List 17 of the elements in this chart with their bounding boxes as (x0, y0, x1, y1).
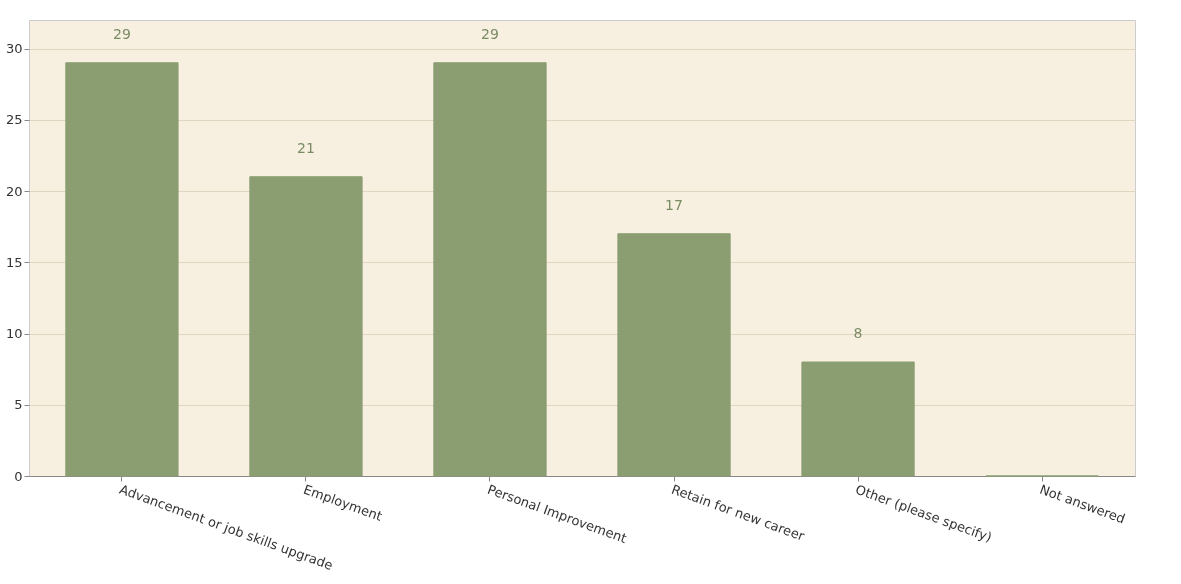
bar (801, 361, 915, 477)
y-tick-label: 10 (5, 326, 23, 341)
y-tick-label: 15 (5, 254, 23, 270)
y-tick-label: 25 (5, 112, 23, 128)
data-label: 8 (853, 325, 863, 341)
y-tick-label: 5 (14, 397, 23, 413)
y-tick-label: 0 (14, 468, 23, 484)
data-label: 29 (481, 25, 499, 42)
y-tick-label: 20 (5, 183, 23, 199)
bar (65, 62, 179, 477)
data-label: 21 (297, 139, 315, 156)
bar (249, 176, 363, 477)
data-label: 29 (113, 25, 131, 42)
data-label: 17 (665, 196, 683, 213)
bar (433, 62, 547, 477)
y-tick-label: 30 (5, 41, 23, 56)
bar (617, 233, 731, 477)
